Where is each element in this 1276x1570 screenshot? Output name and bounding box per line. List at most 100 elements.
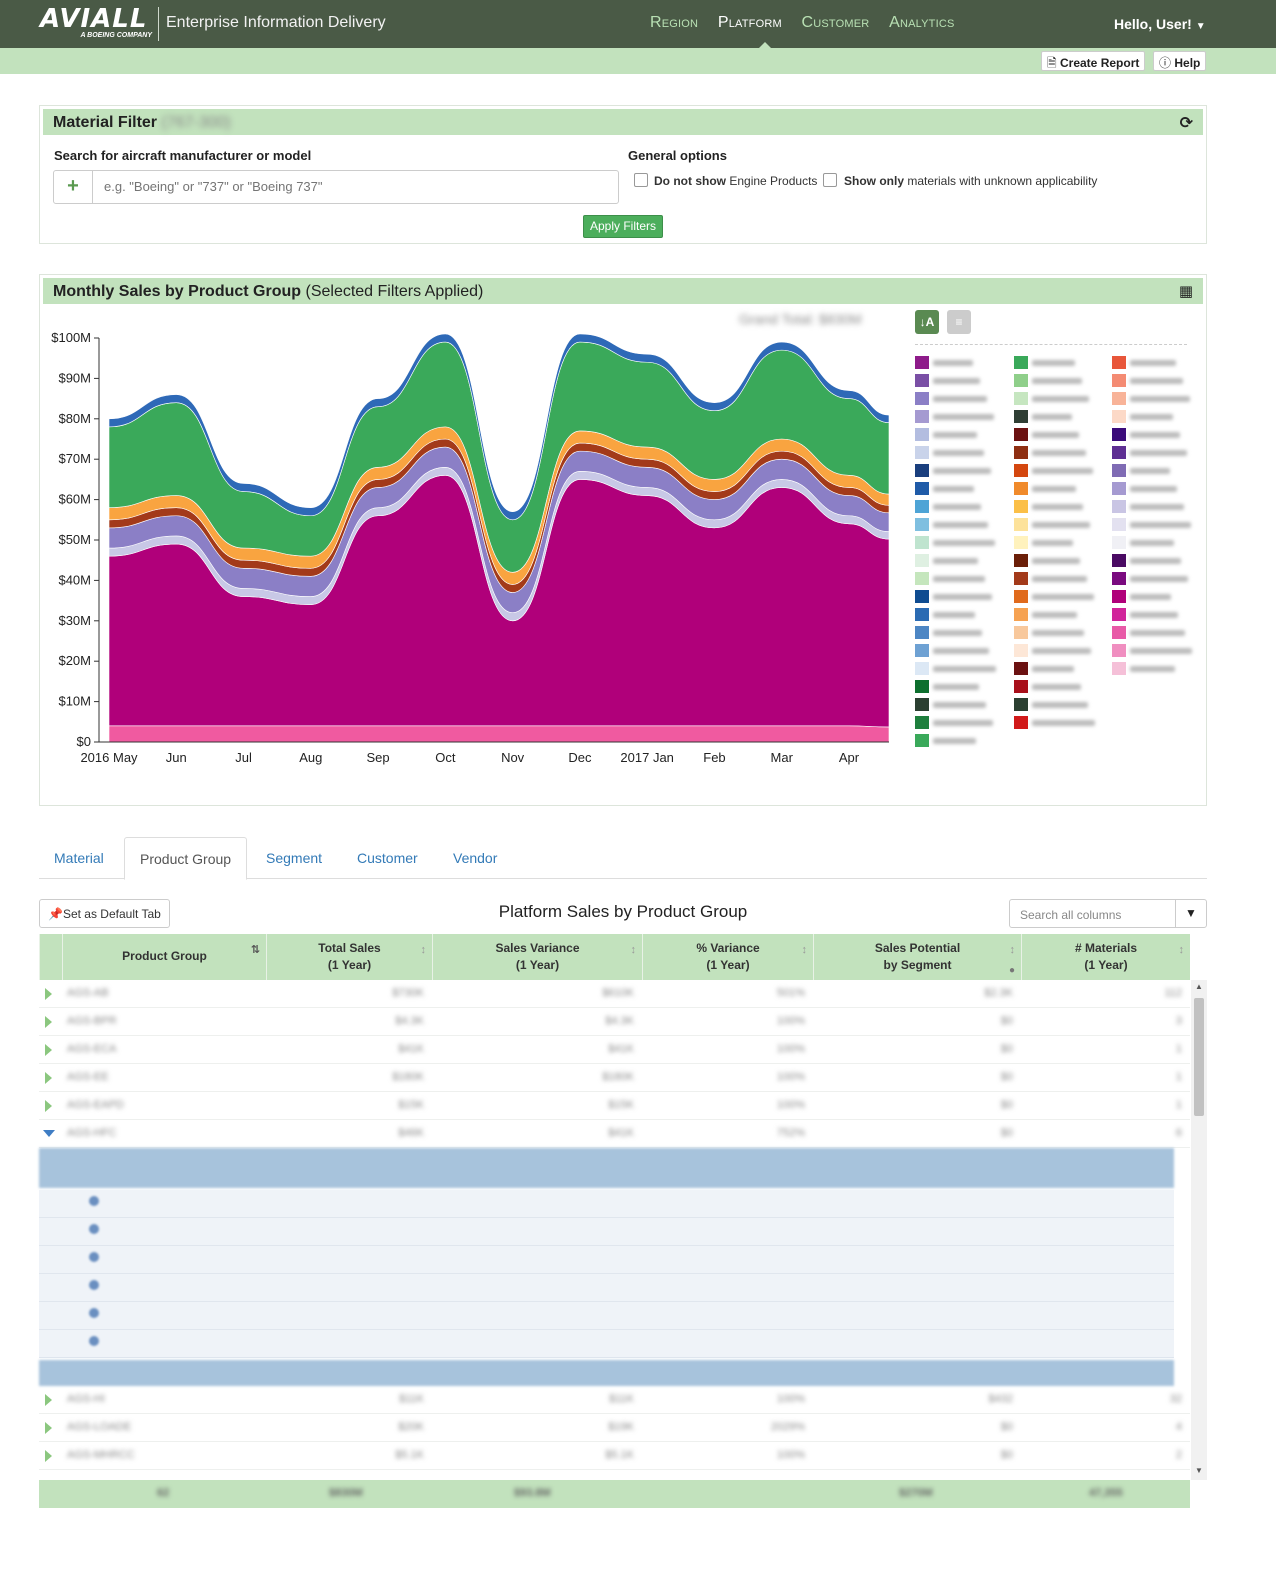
nav-customer[interactable]: Customer <box>801 14 870 31</box>
help-button[interactable]: ⓘ Help <box>1153 51 1207 71</box>
legend-swatch[interactable] <box>1112 626 1126 639</box>
table-row[interactable]: AGS-MHRCC $5.1K $5.1K 100% $0 2 <box>39 1442 1190 1470</box>
table-search-input[interactable]: Search all columns <box>1020 908 1122 922</box>
tab-product-group[interactable]: Product Group <box>124 837 248 880</box>
column-header-sales-variance[interactable]: Sales Variance (1 Year) ↕ <box>432 934 642 980</box>
table-row[interactable]: AGS-ECA $41K $41K 100% $0 1 <box>39 1036 1190 1064</box>
legend-swatch[interactable] <box>1112 392 1126 405</box>
tab-customer[interactable]: Customer <box>357 850 418 866</box>
nav-region[interactable]: Region <box>650 14 699 31</box>
legend-swatch[interactable] <box>1014 590 1028 603</box>
legend-swatch[interactable] <box>1112 374 1126 387</box>
legend-swatch[interactable] <box>1014 536 1028 549</box>
legend-swatch[interactable] <box>915 572 929 585</box>
create-report-button[interactable]: 🗎 Create Report <box>1041 51 1146 71</box>
legend-swatch[interactable] <box>915 374 929 387</box>
legend-swatch[interactable] <box>915 554 929 567</box>
legend-swatch[interactable] <box>1112 410 1126 423</box>
legend-swatch[interactable] <box>915 716 929 729</box>
table-row[interactable]: AGS-LOADE $20K $19K 2029% $0 4 <box>39 1414 1190 1442</box>
plane-icon[interactable] <box>89 1224 99 1234</box>
legend-swatch[interactable] <box>1112 644 1126 657</box>
legend-swatch[interactable] <box>1112 356 1126 369</box>
legend-swatch[interactable] <box>915 518 929 531</box>
legend-swatch[interactable] <box>1112 518 1126 531</box>
column-header-product-group[interactable]: Product Group ⇅ <box>62 934 266 980</box>
legend-swatch[interactable] <box>915 482 929 495</box>
apply-filters-button[interactable]: Apply Filters <box>583 215 664 238</box>
sort-alpha-icon[interactable]: ↓A <box>915 310 939 334</box>
legend-swatch[interactable] <box>1014 680 1028 693</box>
legend-swatch[interactable] <box>1014 626 1028 639</box>
legend-swatch[interactable] <box>1112 500 1126 513</box>
tab-material[interactable]: Material <box>54 850 104 866</box>
plane-icon[interactable] <box>89 1308 99 1318</box>
legend-swatch[interactable] <box>1014 572 1028 585</box>
legend-swatch[interactable] <box>1014 410 1028 423</box>
expand-row-icon[interactable] <box>45 1016 52 1028</box>
legend-swatch[interactable] <box>1014 644 1028 657</box>
refresh-icon[interactable]: ⟳ <box>1179 115 1193 132</box>
column-header-total-sales[interactable]: Total Sales (1 Year) ↕ <box>266 934 432 980</box>
legend-swatch[interactable] <box>915 500 929 513</box>
legend-swatch[interactable] <box>915 626 929 639</box>
legend-swatch[interactable] <box>1112 608 1126 621</box>
table-scrollbar[interactable]: ▲ ▼ <box>1191 980 1207 1480</box>
table-row[interactable]: AGS-HFC $46K $41K 752% $0 6 <box>39 1120 1190 1148</box>
expand-row-icon[interactable] <box>45 1450 52 1462</box>
legend-swatch[interactable] <box>1014 608 1028 621</box>
sort-value-icon[interactable]: ≡ <box>947 310 971 334</box>
scroll-up-icon[interactable]: ▲ <box>1195 982 1203 991</box>
legend-swatch[interactable] <box>915 356 929 369</box>
plane-icon[interactable] <box>89 1336 99 1346</box>
expand-row-icon[interactable] <box>45 1100 52 1112</box>
legend-swatch[interactable] <box>915 392 929 405</box>
sub-table-row[interactable] <box>39 1246 1174 1274</box>
aircraft-search-input[interactable] <box>104 179 604 194</box>
nav-analytics[interactable]: Analytics <box>889 14 955 31</box>
sort-icon[interactable]: ↕ <box>1178 944 1185 956</box>
table-row[interactable]: AGS-EAPD $15K $15K 100% $0 1 <box>39 1092 1190 1120</box>
table-row[interactable]: AGS-AB $730K $610K 501% $2.3K 112 <box>39 980 1190 1008</box>
legend-swatch[interactable] <box>1014 482 1028 495</box>
column-header-materials[interactable]: # Materials (1 Year) ↕ <box>1021 934 1190 980</box>
plane-icon[interactable] <box>89 1252 99 1262</box>
legend-swatch[interactable] <box>1112 482 1126 495</box>
scroll-down-icon[interactable]: ▼ <box>1195 1466 1203 1475</box>
legend-swatch[interactable] <box>1014 554 1028 567</box>
legend-swatch[interactable] <box>1112 662 1126 675</box>
expand-row-icon[interactable] <box>45 1394 52 1406</box>
legend-swatch[interactable] <box>915 590 929 603</box>
legend-swatch[interactable] <box>1014 716 1028 729</box>
table-row[interactable]: AGS-BPR $4.3K $4.3K 100% $0 3 <box>39 1008 1190 1036</box>
legend-swatch[interactable] <box>1014 662 1028 675</box>
legend-swatch[interactable] <box>1014 374 1028 387</box>
legend-swatch[interactable] <box>915 428 929 441</box>
scroll-thumb[interactable] <box>1194 998 1204 1116</box>
legend-swatch[interactable] <box>1014 518 1028 531</box>
sort-asc-icon[interactable]: ⇅ <box>250 944 260 956</box>
legend-swatch[interactable] <box>1014 356 1028 369</box>
tab-vendor[interactable]: Vendor <box>453 850 498 866</box>
legend-swatch[interactable] <box>915 662 929 675</box>
legend-swatch[interactable] <box>1014 464 1028 477</box>
sub-table-row[interactable] <box>39 1302 1174 1330</box>
expand-row-icon[interactable] <box>45 1072 52 1084</box>
legend-swatch[interactable] <box>915 698 929 711</box>
help-circle-icon[interactable]: ● <box>1008 965 1015 976</box>
sort-icon[interactable]: ↕ <box>420 944 427 956</box>
legend-swatch[interactable] <box>1014 698 1028 711</box>
legend-swatch[interactable] <box>915 410 929 423</box>
plane-icon[interactable] <box>89 1280 99 1290</box>
expand-row-icon[interactable] <box>45 1422 52 1434</box>
legend-swatch[interactable] <box>915 680 929 693</box>
sub-table-row[interactable] <box>39 1218 1174 1246</box>
tab-segment[interactable]: Segment <box>266 850 323 866</box>
legend-swatch[interactable] <box>915 734 929 747</box>
aviall-logo[interactable]: AVIALL A BOEING COMPANY <box>40 4 152 39</box>
filter-icon[interactable]: ▼ <box>1175 900 1206 927</box>
legend-swatch[interactable] <box>1112 554 1126 567</box>
table-view-icon[interactable]: ▦ <box>1178 283 1193 300</box>
legend-swatch[interactable] <box>915 608 929 621</box>
column-header-pct-variance[interactable]: % Variance (1 Year) ↕ <box>642 934 813 980</box>
